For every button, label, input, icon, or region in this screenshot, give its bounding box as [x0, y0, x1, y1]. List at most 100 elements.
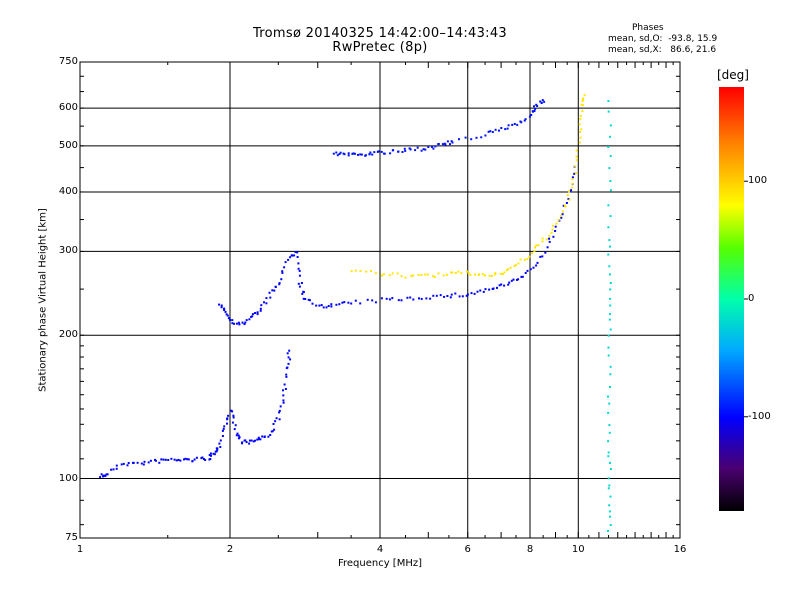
data-point	[149, 459, 152, 462]
y-tick-label: 400	[58, 185, 78, 197]
data-point	[225, 313, 228, 316]
data-point	[296, 251, 299, 254]
data-point	[439, 294, 442, 297]
data-point	[275, 417, 278, 420]
data-point	[252, 440, 255, 443]
data-point	[466, 270, 468, 273]
data-point	[429, 297, 432, 300]
data-point	[226, 314, 229, 317]
data-point	[446, 273, 448, 276]
data-point	[609, 495, 612, 498]
tick-marks	[79, 61, 681, 538]
data-point	[533, 110, 536, 112]
data-point	[441, 143, 444, 146]
data-point	[479, 289, 482, 292]
data-point	[212, 452, 215, 455]
data-point	[302, 291, 305, 294]
data-point	[537, 244, 540, 247]
data-point	[391, 272, 394, 275]
data-point	[551, 228, 554, 231]
data-point	[529, 268, 532, 271]
data-point	[568, 190, 570, 193]
data-point	[268, 291, 271, 294]
data-point	[120, 463, 123, 466]
data-point	[404, 276, 407, 279]
data-point	[418, 297, 420, 300]
data-point	[294, 251, 297, 253]
data-point	[412, 298, 415, 301]
data-point	[231, 421, 234, 424]
data-point	[571, 186, 574, 189]
data-point	[140, 462, 143, 465]
y-tick-label: 200	[58, 329, 78, 341]
data-point	[286, 352, 289, 355]
data-point	[492, 287, 495, 290]
data-point	[263, 301, 265, 304]
data-point	[578, 141, 581, 144]
data-point	[254, 312, 257, 314]
data-point	[608, 431, 611, 434]
data-point	[607, 334, 610, 337]
data-point	[256, 311, 259, 314]
data-point	[552, 235, 555, 238]
data-point	[282, 401, 285, 404]
data-point	[500, 127, 503, 129]
data-point	[609, 515, 612, 518]
data-point	[560, 216, 563, 219]
data-point	[607, 395, 609, 398]
data-point	[494, 128, 497, 131]
data-point	[287, 362, 290, 365]
y-axis-label: Stationary phase Virtual Height [km]	[37, 208, 49, 392]
data-point	[274, 420, 277, 423]
data-point	[183, 458, 185, 461]
data-point	[391, 297, 394, 300]
data-point	[431, 145, 433, 148]
data-point	[227, 317, 230, 320]
data-point	[374, 272, 377, 275]
data-point	[282, 394, 285, 397]
data-point	[500, 283, 503, 286]
data-point	[283, 383, 286, 386]
data-point	[546, 246, 549, 249]
data-point	[464, 136, 467, 139]
data-point	[494, 273, 497, 276]
phase-stat-o: mean, sd,O: -93.8, 15.9	[608, 34, 718, 44]
data-point	[397, 150, 400, 153]
data-point	[243, 323, 246, 326]
data-point	[258, 438, 260, 441]
data-point	[521, 275, 524, 278]
data-point	[233, 428, 236, 431]
data-point	[223, 309, 226, 311]
data-point	[287, 356, 290, 359]
data-point	[267, 435, 270, 438]
data-point	[210, 454, 212, 457]
data-point	[559, 215, 562, 217]
data-point	[231, 322, 234, 325]
data-point	[470, 138, 473, 141]
data-point	[343, 153, 346, 156]
data-point	[248, 442, 251, 445]
data-point	[534, 246, 536, 249]
y-tick-label: 500	[58, 139, 78, 151]
data-point	[475, 136, 478, 139]
data-point	[414, 149, 417, 152]
data-point	[478, 273, 481, 276]
data-point	[608, 239, 611, 242]
data-point	[357, 153, 359, 156]
data-point	[278, 418, 281, 421]
data-point	[179, 459, 182, 462]
data-point	[607, 451, 610, 454]
data-point	[263, 436, 266, 438]
data-point	[251, 315, 254, 318]
data-point	[368, 153, 371, 156]
data-point	[354, 299, 357, 302]
data-point	[244, 439, 247, 442]
data-point	[228, 318, 231, 321]
data-point	[607, 530, 609, 532]
data-point	[143, 460, 146, 463]
data-point	[315, 304, 318, 307]
data-point	[482, 273, 484, 276]
data-point	[607, 455, 610, 458]
data-point	[531, 252, 533, 255]
data-point	[219, 439, 222, 442]
